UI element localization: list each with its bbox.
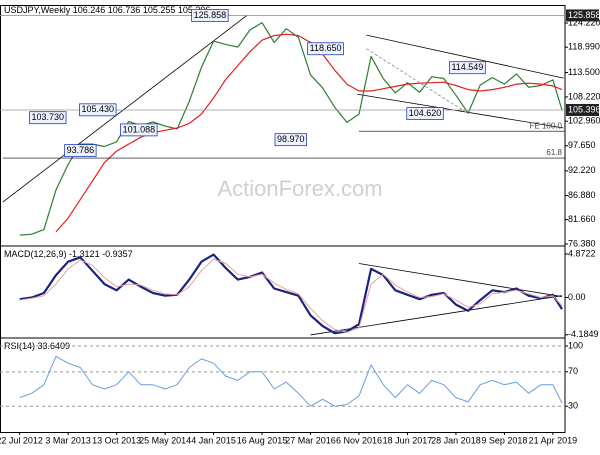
x-tick-label: 21 Apr 2019 bbox=[529, 435, 578, 445]
low: 105.255 bbox=[143, 5, 176, 15]
macd-title: MACD(12,26,9) bbox=[4, 249, 67, 259]
annotation-box bbox=[406, 107, 444, 120]
y-tick-label: 81.660 bbox=[568, 214, 596, 224]
annotation: 125.858 bbox=[191, 9, 229, 22]
series-line bbox=[19, 22, 563, 236]
chart-header: USDJPY,Weekly 106.246 106.736 105.255 10… bbox=[4, 5, 210, 15]
y-tick-label: 100 bbox=[568, 340, 583, 350]
x-tick-label: 4 Jan 2015 bbox=[191, 435, 236, 445]
axis-marker-label: 125.858 bbox=[568, 10, 600, 20]
y-tick-label: 97.650 bbox=[568, 140, 596, 150]
trend-line bbox=[366, 34, 564, 79]
y-tick-label: 30 bbox=[568, 401, 578, 411]
annotation: 118.650 bbox=[307, 42, 344, 56]
annotation-label: 114.549 bbox=[451, 62, 483, 72]
annotation-label: 98.970 bbox=[277, 134, 305, 144]
trend-line bbox=[2, 15, 248, 203]
y-tick-label: 70 bbox=[568, 366, 578, 376]
y-tick-label: 118.990 bbox=[568, 42, 600, 52]
annotation-label: 93.786 bbox=[67, 145, 95, 155]
annotation-box bbox=[120, 123, 158, 137]
x-tick-label: 28 Jan 2018 bbox=[431, 435, 481, 445]
y-tick-label: 108.220 bbox=[568, 91, 600, 101]
x-tick-label: 3 Mar 2013 bbox=[45, 435, 91, 445]
watermark: ActionForex.com bbox=[217, 176, 382, 201]
y-tick-label: 76.380 bbox=[568, 238, 596, 248]
y-tick-label: 4.8722 bbox=[568, 248, 596, 258]
annotation-box bbox=[307, 42, 344, 56]
y-tick-label: 0.00 bbox=[568, 292, 586, 302]
plot-frame bbox=[0, 5, 566, 433]
annotation-box bbox=[274, 133, 307, 147]
annotation: 93.786 bbox=[64, 144, 97, 158]
axis-marker bbox=[566, 9, 599, 22]
x-tick-label: 13 Oct 2013 bbox=[92, 435, 141, 445]
x-tick-label: 25 May 2014 bbox=[139, 435, 191, 445]
macd-last: -1.3121 bbox=[69, 249, 100, 259]
rsi-last: 33.6409 bbox=[38, 341, 71, 351]
y-tick-label: 113.500 bbox=[568, 67, 600, 77]
fib-label: FE 100.0 bbox=[530, 121, 563, 130]
x-tick-label: 16 Aug 2015 bbox=[237, 435, 288, 445]
x-tick-label: 6 Nov 2016 bbox=[336, 435, 382, 445]
x-tick-label: 18 Jun 2017 bbox=[383, 435, 433, 445]
trend-line bbox=[366, 48, 469, 114]
annotation-box bbox=[79, 103, 117, 117]
annotation: 104.620 bbox=[406, 107, 444, 120]
annotation: 101.088 bbox=[120, 123, 158, 137]
fib-label: 61.8 bbox=[546, 148, 562, 157]
annotation: 114.549 bbox=[449, 61, 486, 75]
annotation-label: 118.650 bbox=[310, 43, 342, 53]
y-tick-label: 92.220 bbox=[568, 165, 596, 175]
y-tick-label: 86.880 bbox=[568, 190, 596, 200]
annotation-box bbox=[64, 144, 97, 158]
high: 106.736 bbox=[108, 5, 141, 15]
series-line bbox=[19, 258, 563, 333]
trend-line bbox=[358, 263, 563, 297]
x-tick-label: 22 Jul 2012 bbox=[0, 435, 43, 445]
annotation-box bbox=[191, 9, 229, 22]
trend-line bbox=[357, 93, 564, 129]
signal-last: -0.9357 bbox=[102, 249, 133, 259]
macd-header: MACD(12,26,9) -1.3121 -0.9357 bbox=[4, 249, 133, 259]
open: 106.246 bbox=[73, 5, 106, 15]
annotation-label: 125.858 bbox=[194, 10, 227, 20]
annotation-label: 104.620 bbox=[409, 108, 442, 118]
series-line bbox=[19, 355, 563, 407]
annotation-label: 103.730 bbox=[32, 112, 65, 122]
annotation-box bbox=[29, 111, 67, 125]
axis-marker-label: 105.396 bbox=[568, 104, 600, 114]
axis-marker bbox=[566, 103, 599, 116]
annotation: 105.430 bbox=[79, 103, 117, 117]
x-tick-label: 9 Sep 2018 bbox=[481, 435, 527, 445]
annotation-label: 101.088 bbox=[123, 124, 156, 134]
symbol: USDJPY,Weekly bbox=[4, 5, 71, 15]
annotation: 103.730 bbox=[29, 111, 67, 125]
annotation-box bbox=[449, 61, 486, 75]
y-tick-label: 124.220 bbox=[568, 17, 600, 27]
x-tick-label: 27 Mar 2016 bbox=[285, 435, 336, 445]
y-tick-label: 102.960 bbox=[568, 116, 600, 126]
y-tick-label: -4.1849 bbox=[568, 329, 599, 339]
annotation: 98.970 bbox=[274, 133, 307, 147]
annotation-label: 105.430 bbox=[82, 104, 115, 114]
